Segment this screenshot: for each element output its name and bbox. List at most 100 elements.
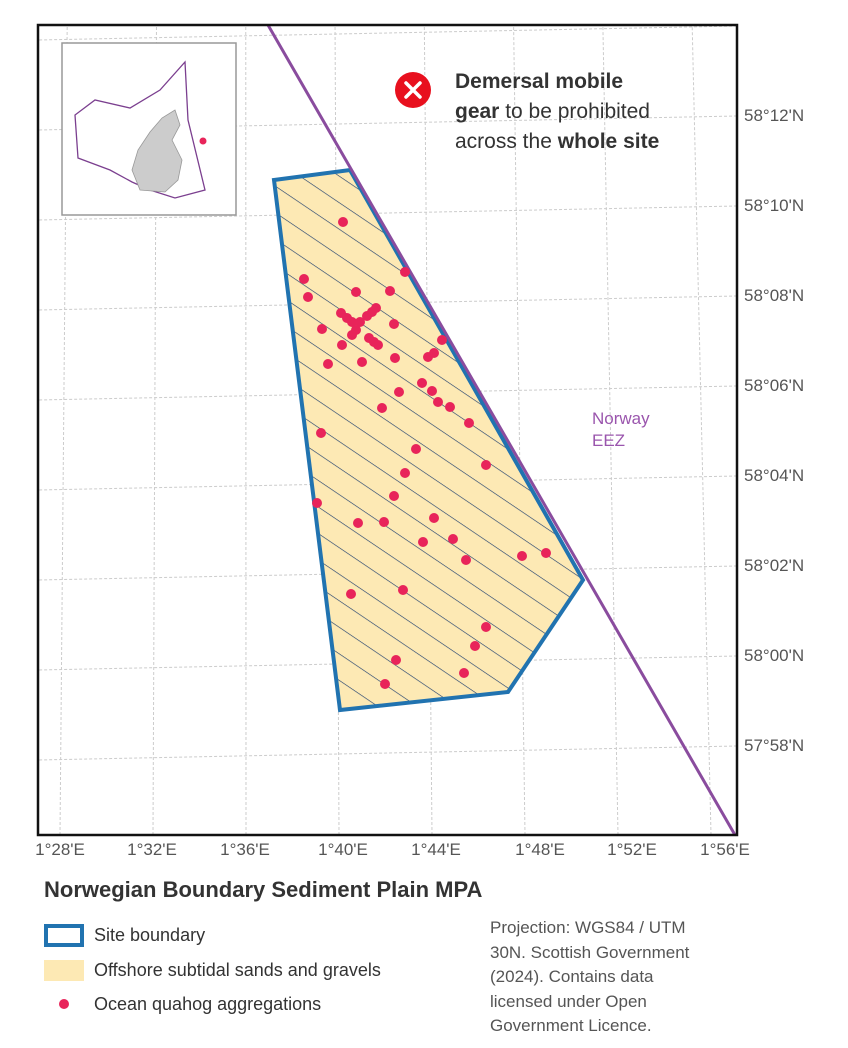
y-tick-label: 57°58'N xyxy=(744,736,805,755)
quahog-point xyxy=(373,340,383,350)
quahog-point xyxy=(481,460,491,470)
legend-label: Site boundary xyxy=(94,925,206,945)
quahog-point xyxy=(323,359,333,369)
legend-boundary-swatch xyxy=(44,924,84,947)
graticule xyxy=(38,565,737,581)
site-boundary xyxy=(271,167,586,713)
y-tick-label: 58°04'N xyxy=(744,466,805,485)
graticule xyxy=(38,295,737,311)
quahog-point xyxy=(445,402,455,412)
quahog-point xyxy=(337,340,347,350)
callout-text: across the xyxy=(455,130,552,153)
x-tick-label: 1°28'E xyxy=(35,840,85,859)
x-tick-label: 1°44'E xyxy=(411,840,461,859)
quahog-point xyxy=(429,513,439,523)
legend-sands-swatch xyxy=(44,960,84,981)
note-text: licensed under Open xyxy=(490,991,647,1011)
note-text: (2024). Contains data xyxy=(490,967,654,986)
callout-text: Demersal mobile xyxy=(455,70,624,93)
eez-line xyxy=(266,25,737,835)
quahog-point xyxy=(379,517,389,527)
graticule xyxy=(38,205,737,221)
note-text: Government Licence. xyxy=(490,1016,652,1035)
quahog-point xyxy=(398,585,408,595)
x-tick-label: 1°32'E xyxy=(127,840,177,859)
y-tick-label: 58°06'N xyxy=(744,376,805,395)
eez-label: Norway EEZ xyxy=(592,408,650,452)
quahog-point xyxy=(389,491,399,501)
quahog-point xyxy=(461,555,471,565)
title: Norwegian Boundary Sediment Plain MPA xyxy=(44,877,483,902)
map-frame xyxy=(36,23,739,837)
y-tick-label: 58°02'N xyxy=(744,556,805,575)
legend-label: Offshore subtidal sands and gravels xyxy=(94,960,381,980)
note-text: 30N. Scottish Government xyxy=(490,942,690,962)
quahog-point xyxy=(394,387,404,397)
callout: Demersal mobile gear to be prohibited ac… xyxy=(455,67,659,157)
quahog-point xyxy=(418,537,428,547)
quahog-point xyxy=(390,353,400,363)
quahog-point xyxy=(346,589,356,599)
quahog-point xyxy=(400,267,410,277)
x-tick-label: 1°56'E xyxy=(700,840,750,859)
quahog-point xyxy=(317,324,327,334)
graticule xyxy=(781,25,804,835)
quahog-point xyxy=(299,274,309,284)
quahog-point xyxy=(347,330,357,340)
eez-text: Norway xyxy=(592,409,650,428)
quahog-point xyxy=(433,397,443,407)
x-tick-label: 1°36'E xyxy=(220,840,270,859)
legend-point-swatch xyxy=(59,999,69,1009)
graticule xyxy=(38,385,737,401)
quahog-point xyxy=(355,317,365,327)
graticule xyxy=(602,25,619,835)
x-tick-label: 1°48'E xyxy=(515,840,565,859)
inset xyxy=(61,42,237,216)
quahog-point xyxy=(464,418,474,428)
quahog-point xyxy=(312,498,322,508)
quahog-point xyxy=(353,518,363,528)
callout-text: whole site xyxy=(557,130,660,153)
graticule xyxy=(38,745,737,761)
quahog-point xyxy=(459,668,469,678)
y-tick-label: 58°10'N xyxy=(744,196,805,215)
graticule xyxy=(38,655,737,671)
graticule xyxy=(691,25,712,835)
quahog-point xyxy=(338,217,348,227)
quahog-point xyxy=(303,292,313,302)
quahog-point xyxy=(316,428,326,438)
quahog-point xyxy=(400,468,410,478)
quahog-point xyxy=(371,303,381,313)
quahog-point xyxy=(391,655,401,665)
quahog-point xyxy=(448,534,458,544)
quahog-points xyxy=(299,217,551,689)
callout-text: gear xyxy=(455,100,500,123)
eez-text: EEZ xyxy=(592,431,626,450)
quahog-point xyxy=(517,551,527,561)
quahog-point xyxy=(417,378,427,388)
quahog-point xyxy=(541,548,551,558)
quahog-point xyxy=(437,335,447,345)
graticule xyxy=(513,25,526,835)
quahog-point xyxy=(389,319,399,329)
quahog-point xyxy=(357,357,367,367)
quahog-point xyxy=(351,287,361,297)
y-tick-label: 58°00'N xyxy=(744,646,805,665)
x-tick-label: 1°40'E xyxy=(318,840,368,859)
quahog-point xyxy=(347,317,357,327)
callout-text: to be prohibited xyxy=(505,100,650,123)
quahog-point xyxy=(427,386,437,396)
y-tick-label: 58°12'N xyxy=(744,106,805,125)
note-text: Projection: WGS84 / UTM xyxy=(490,918,686,937)
legend-label: Ocean quahog aggregations xyxy=(94,994,322,1014)
x-tick-label: 1°52'E xyxy=(607,840,657,859)
graticule xyxy=(38,25,737,41)
graticule xyxy=(38,475,737,491)
quahog-point xyxy=(377,403,387,413)
quahog-point xyxy=(411,444,421,454)
quahog-point xyxy=(385,286,395,296)
y-tick-label: 58°08'N xyxy=(744,286,805,305)
quahog-point xyxy=(380,679,390,689)
